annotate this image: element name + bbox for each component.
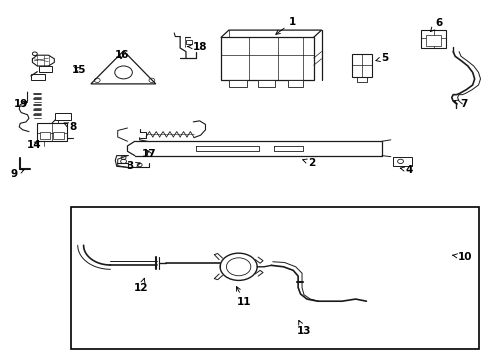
- Text: 1: 1: [275, 17, 295, 34]
- Text: 7: 7: [453, 99, 467, 109]
- Text: 5: 5: [375, 53, 388, 63]
- Text: 17: 17: [142, 149, 157, 159]
- Text: 2: 2: [302, 158, 315, 168]
- Text: 6: 6: [429, 18, 441, 32]
- Text: 8: 8: [64, 122, 76, 132]
- Bar: [40, 132, 50, 139]
- Text: 16: 16: [114, 50, 129, 60]
- Text: 19: 19: [14, 99, 28, 109]
- Text: 14: 14: [26, 140, 41, 150]
- Text: 12: 12: [134, 278, 148, 293]
- Text: 9: 9: [11, 168, 24, 179]
- Text: 15: 15: [71, 64, 86, 75]
- Text: 4: 4: [400, 165, 412, 175]
- Bar: [31, 74, 44, 80]
- Bar: [258, 80, 275, 87]
- Bar: [55, 113, 71, 120]
- Bar: [420, 30, 446, 48]
- Bar: [39, 66, 52, 72]
- Bar: [425, 35, 441, 45]
- Bar: [37, 123, 66, 141]
- Text: 11: 11: [236, 287, 251, 307]
- Bar: [71, 207, 478, 348]
- Text: 18: 18: [187, 42, 206, 51]
- Text: 10: 10: [452, 252, 471, 262]
- Bar: [288, 80, 303, 87]
- Text: 3: 3: [126, 161, 140, 171]
- Bar: [185, 40, 191, 44]
- Text: 13: 13: [296, 320, 310, 336]
- Bar: [53, 132, 64, 139]
- Bar: [351, 54, 371, 77]
- Bar: [392, 157, 411, 166]
- Bar: [228, 80, 247, 87]
- Bar: [221, 37, 313, 80]
